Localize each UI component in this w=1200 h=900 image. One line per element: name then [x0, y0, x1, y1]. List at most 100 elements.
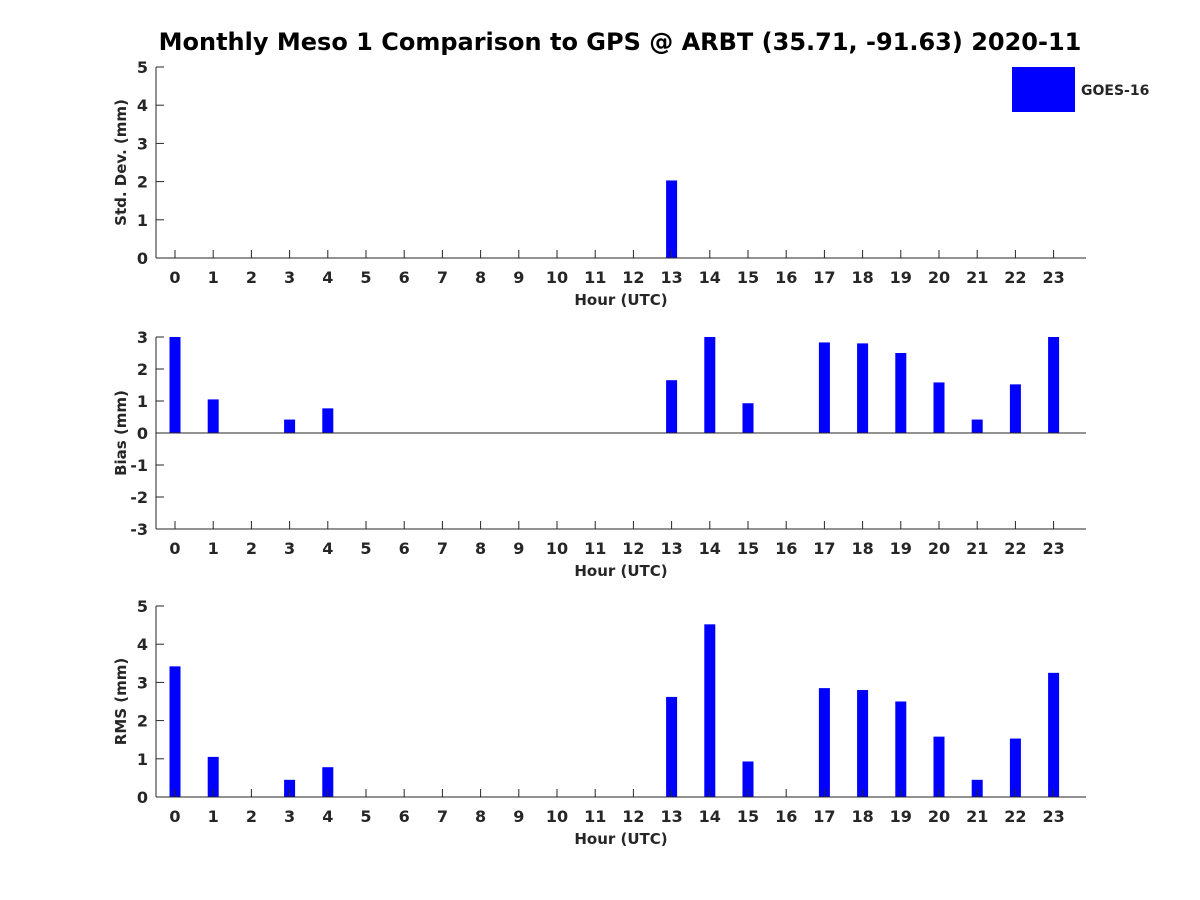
x-tick-label: 7	[437, 539, 448, 558]
x-tick-label: 21	[966, 539, 988, 558]
x-tick-label: 13	[660, 807, 682, 826]
x-tick-label: 17	[813, 268, 835, 287]
x-tick-label: 2	[246, 268, 257, 287]
x-tick-label: 11	[584, 268, 606, 287]
bar-rms-hour-20	[933, 736, 945, 797]
y-tick-label: 3	[137, 134, 148, 153]
x-tick-label: 6	[399, 268, 410, 287]
x-tick-label: 22	[1004, 807, 1026, 826]
x-tick-label: 5	[360, 268, 371, 287]
y-tick-label: 3	[137, 328, 148, 347]
x-tick-label: 1	[208, 268, 219, 287]
y-axis-label: Std. Dev. (mm)	[112, 99, 130, 226]
legend: GOES-16	[1012, 67, 1149, 112]
x-tick-label: 8	[475, 268, 486, 287]
x-tick-label: 15	[737, 539, 759, 558]
x-tick-label: 9	[513, 539, 524, 558]
x-tick-label: 18	[851, 807, 873, 826]
bar-rms-hour-0	[169, 666, 181, 797]
x-tick-label: 8	[475, 539, 486, 558]
y-tick-label: 2	[137, 360, 148, 379]
y-tick-label: 0	[137, 424, 148, 443]
bar-rms-hour-1	[207, 756, 219, 797]
y-axis-label: RMS (mm)	[112, 658, 130, 745]
bar-rms-hour-23	[1048, 672, 1060, 797]
bar-bias-hour-21	[971, 419, 983, 433]
bar-rms-hour-15	[742, 761, 754, 797]
y-tick-label: 2	[137, 173, 148, 192]
x-tick-label: 9	[513, 268, 524, 287]
x-tick-label: 5	[360, 807, 371, 826]
x-tick-label: 14	[699, 807, 721, 826]
x-tick-label: 16	[775, 268, 797, 287]
x-tick-label: 6	[399, 807, 410, 826]
bar-bias-hour-14	[704, 337, 716, 433]
x-tick-label: 18	[851, 268, 873, 287]
bar-rms-hour-3	[284, 779, 296, 797]
y-tick-label: 1	[137, 392, 148, 411]
x-tick-label: 10	[546, 268, 568, 287]
y-tick-label: -3	[130, 520, 148, 539]
bar-rms-hour-18	[857, 690, 869, 797]
x-tick-label: 16	[775, 539, 797, 558]
y-tick-label: 4	[137, 635, 148, 654]
x-tick-label: 17	[813, 539, 835, 558]
x-tick-label: 23	[1042, 539, 1064, 558]
x-tick-label: 19	[890, 539, 912, 558]
bar-rms-hour-19	[895, 701, 907, 797]
x-tick-label: 15	[737, 268, 759, 287]
x-axis-label: Hour (UTC)	[574, 562, 667, 580]
x-tick-label: 14	[699, 539, 721, 558]
chart-title: Monthly Meso 1 Comparison to GPS @ ARBT …	[158, 28, 1082, 56]
x-tick-label: 2	[246, 807, 257, 826]
x-axis-label: Hour (UTC)	[574, 830, 667, 848]
bar-bias-hour-1	[207, 399, 219, 433]
x-tick-label: 6	[399, 539, 410, 558]
bar-rms-hour-4	[322, 767, 334, 797]
bar-bias-hour-19	[895, 353, 907, 433]
x-tick-label: 13	[660, 539, 682, 558]
x-tick-label: 19	[890, 807, 912, 826]
x-tick-label: 7	[437, 268, 448, 287]
bar-bias-hour-17	[818, 342, 830, 433]
x-tick-label: 12	[622, 268, 644, 287]
bar-bias-hour-0	[169, 337, 181, 433]
y-tick-label: 0	[137, 788, 148, 807]
x-tick-label: 11	[584, 807, 606, 826]
y-tick-label: -2	[130, 488, 148, 507]
x-tick-label: 0	[169, 807, 180, 826]
x-tick-label: 12	[622, 807, 644, 826]
x-tick-label: 10	[546, 539, 568, 558]
bar-bias-hour-3	[284, 419, 296, 433]
x-tick-label: 10	[546, 807, 568, 826]
x-tick-label: 3	[284, 268, 295, 287]
bar-bias-hour-18	[857, 343, 869, 433]
x-tick-label: 4	[322, 268, 333, 287]
bar-rms-hour-22	[1009, 738, 1021, 797]
x-tick-label: 9	[513, 807, 524, 826]
bar-rms-hour-14	[704, 624, 716, 797]
x-tick-label: 0	[169, 539, 180, 558]
bar-rms-hour-17	[818, 688, 830, 797]
x-tick-label: 21	[966, 807, 988, 826]
x-tick-label: 4	[322, 807, 333, 826]
x-tick-label: 20	[928, 268, 950, 287]
y-tick-label: 3	[137, 673, 148, 692]
bar-bias-hour-23	[1048, 337, 1060, 433]
x-tick-label: 4	[322, 539, 333, 558]
x-tick-label: 8	[475, 807, 486, 826]
legend-label: GOES-16	[1081, 83, 1149, 99]
x-tick-label: 23	[1042, 807, 1064, 826]
x-tick-label: 5	[360, 539, 371, 558]
bar-std-hour-13	[666, 180, 678, 258]
x-tick-label: 21	[966, 268, 988, 287]
x-tick-label: 22	[1004, 268, 1026, 287]
y-tick-label: 2	[137, 712, 148, 731]
x-tick-label: 3	[284, 539, 295, 558]
x-axis-label: Hour (UTC)	[574, 291, 667, 309]
y-tick-label: -1	[130, 456, 148, 475]
bar-bias-hour-22	[1009, 384, 1021, 433]
